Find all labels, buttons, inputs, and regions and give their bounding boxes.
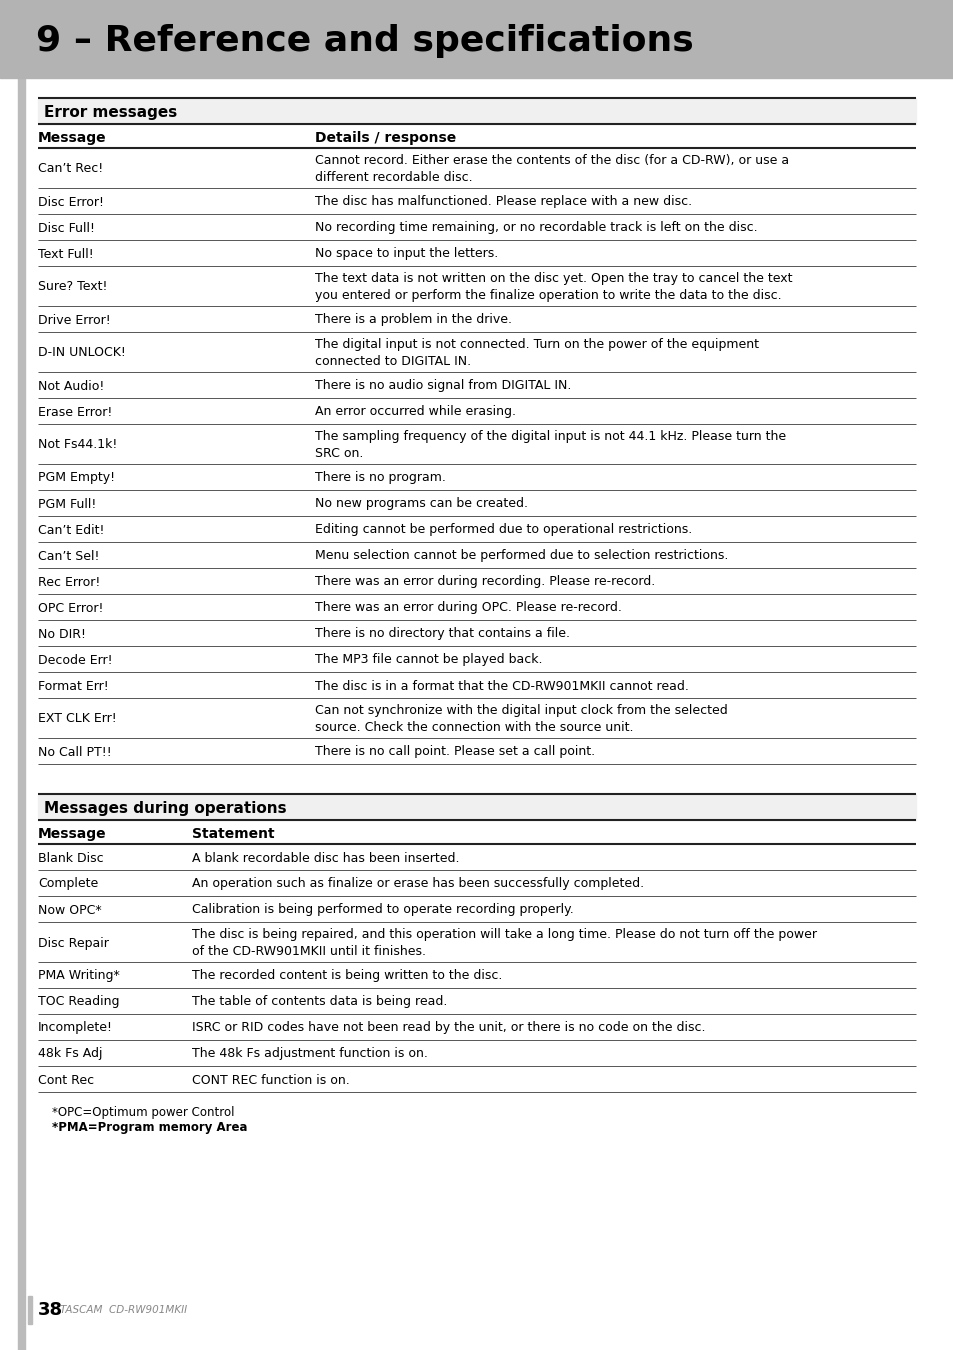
Text: Decode Err!: Decode Err! <box>38 653 112 667</box>
Text: Incomplete!: Incomplete! <box>38 1022 112 1034</box>
Text: Now OPC*: Now OPC* <box>38 903 102 917</box>
Text: CONT REC function is on.: CONT REC function is on. <box>192 1073 349 1087</box>
Text: Message: Message <box>38 131 107 144</box>
Text: There is no audio signal from DIGITAL IN.: There is no audio signal from DIGITAL IN… <box>314 379 570 393</box>
Text: The table of contents data is being read.: The table of contents data is being read… <box>192 995 447 1008</box>
Text: No space to input the letters.: No space to input the letters. <box>314 247 497 261</box>
Text: Can’t Edit!: Can’t Edit! <box>38 524 105 536</box>
Text: A blank recordable disc has been inserted.: A blank recordable disc has been inserte… <box>192 852 458 864</box>
Text: Message: Message <box>38 828 107 841</box>
Bar <box>38 99 915 124</box>
Text: Menu selection cannot be performed due to selection restrictions.: Menu selection cannot be performed due t… <box>314 549 727 563</box>
Text: No recording time remaining, or no recordable track is left on the disc.: No recording time remaining, or no recor… <box>314 221 757 235</box>
Text: 9 – Reference and specifications: 9 – Reference and specifications <box>36 24 693 58</box>
Text: 48k Fs Adj: 48k Fs Adj <box>38 1048 102 1061</box>
Text: There is no program.: There is no program. <box>314 471 445 485</box>
Text: TASCAM  CD-RW901MKII: TASCAM CD-RW901MKII <box>60 1305 187 1315</box>
Text: Complete: Complete <box>38 878 98 891</box>
Text: The text data is not written on the disc yet. Open the tray to cancel the text
y: The text data is not written on the disc… <box>314 271 791 302</box>
Text: Details / response: Details / response <box>314 131 456 144</box>
Text: PGM Full!: PGM Full! <box>38 498 96 510</box>
Text: Not Fs44.1k!: Not Fs44.1k! <box>38 439 117 451</box>
Text: Error messages: Error messages <box>44 104 177 120</box>
Bar <box>38 794 915 819</box>
Text: No new programs can be created.: No new programs can be created. <box>314 498 527 510</box>
Text: 38: 38 <box>38 1301 63 1319</box>
Text: The sampling frequency of the digital input is not 44.1 kHz. Please turn the
SRC: The sampling frequency of the digital in… <box>314 429 785 460</box>
Text: Text Full!: Text Full! <box>38 247 93 261</box>
Text: PMA Writing*: PMA Writing* <box>38 969 120 983</box>
Bar <box>0 0 953 78</box>
Text: The recorded content is being written to the disc.: The recorded content is being written to… <box>192 969 501 983</box>
Text: An error occurred while erasing.: An error occurred while erasing. <box>314 405 515 418</box>
Text: TOC Reading: TOC Reading <box>38 995 119 1008</box>
Text: ISRC or RID codes have not been read by the unit, or there is no code on the dis: ISRC or RID codes have not been read by … <box>192 1022 704 1034</box>
Text: Disc Error!: Disc Error! <box>38 196 104 208</box>
Text: Erase Error!: Erase Error! <box>38 405 112 418</box>
Bar <box>18 0 25 1350</box>
Text: Can’t Sel!: Can’t Sel! <box>38 549 99 563</box>
Text: Not Audio!: Not Audio! <box>38 379 104 393</box>
Text: Rec Error!: Rec Error! <box>38 575 100 589</box>
Text: D-IN UNLOCK!: D-IN UNLOCK! <box>38 347 126 359</box>
Text: EXT CLK Err!: EXT CLK Err! <box>38 713 116 725</box>
Text: Drive Error!: Drive Error! <box>38 313 111 327</box>
Text: Calibration is being performed to operate recording properly.: Calibration is being performed to operat… <box>192 903 573 917</box>
Text: There is a problem in the drive.: There is a problem in the drive. <box>314 313 511 327</box>
Text: The 48k Fs adjustment function is on.: The 48k Fs adjustment function is on. <box>192 1048 427 1061</box>
Text: Statement: Statement <box>192 828 274 841</box>
Text: Sure? Text!: Sure? Text! <box>38 281 108 293</box>
Text: Editing cannot be performed due to operational restrictions.: Editing cannot be performed due to opera… <box>314 524 691 536</box>
Text: PGM Empty!: PGM Empty! <box>38 471 115 485</box>
Text: Format Err!: Format Err! <box>38 679 109 693</box>
Text: There is no call point. Please set a call point.: There is no call point. Please set a cal… <box>314 745 594 759</box>
Text: There is no directory that contains a file.: There is no directory that contains a fi… <box>314 628 569 640</box>
Text: The disc is being repaired, and this operation will take a long time. Please do : The disc is being repaired, and this ope… <box>192 927 816 958</box>
Text: The disc is in a format that the CD-RW901MKII cannot read.: The disc is in a format that the CD-RW90… <box>314 679 688 693</box>
Text: No DIR!: No DIR! <box>38 628 86 640</box>
Text: The disc has malfunctioned. Please replace with a new disc.: The disc has malfunctioned. Please repla… <box>314 196 691 208</box>
Text: Disc Full!: Disc Full! <box>38 221 95 235</box>
Text: OPC Error!: OPC Error! <box>38 602 103 614</box>
Bar <box>28 1296 32 1324</box>
Text: There was an error during recording. Please re-record.: There was an error during recording. Ple… <box>314 575 654 589</box>
Text: An operation such as finalize or erase has been successfully completed.: An operation such as finalize or erase h… <box>192 878 643 891</box>
Text: Blank Disc: Blank Disc <box>38 852 104 864</box>
Text: Can’t Rec!: Can’t Rec! <box>38 162 103 176</box>
Text: *PMA=Program memory Area: *PMA=Program memory Area <box>52 1120 247 1134</box>
Text: Messages during operations: Messages during operations <box>44 801 286 815</box>
Text: Cont Rec: Cont Rec <box>38 1073 94 1087</box>
Text: The MP3 file cannot be played back.: The MP3 file cannot be played back. <box>314 653 541 667</box>
Text: Cannot record. Either erase the contents of the disc (for a CD-RW), or use a
dif: Cannot record. Either erase the contents… <box>314 154 788 184</box>
Text: Disc Repair: Disc Repair <box>38 937 109 949</box>
Text: *OPC=Optimum power Control: *OPC=Optimum power Control <box>52 1106 234 1119</box>
Text: Can not synchronize with the digital input clock from the selected
source. Check: Can not synchronize with the digital inp… <box>314 703 726 734</box>
Text: The digital input is not connected. Turn on the power of the equipment
connected: The digital input is not connected. Turn… <box>314 338 758 369</box>
Text: No Call PT!!: No Call PT!! <box>38 745 112 759</box>
Text: There was an error during OPC. Please re-record.: There was an error during OPC. Please re… <box>314 602 620 614</box>
